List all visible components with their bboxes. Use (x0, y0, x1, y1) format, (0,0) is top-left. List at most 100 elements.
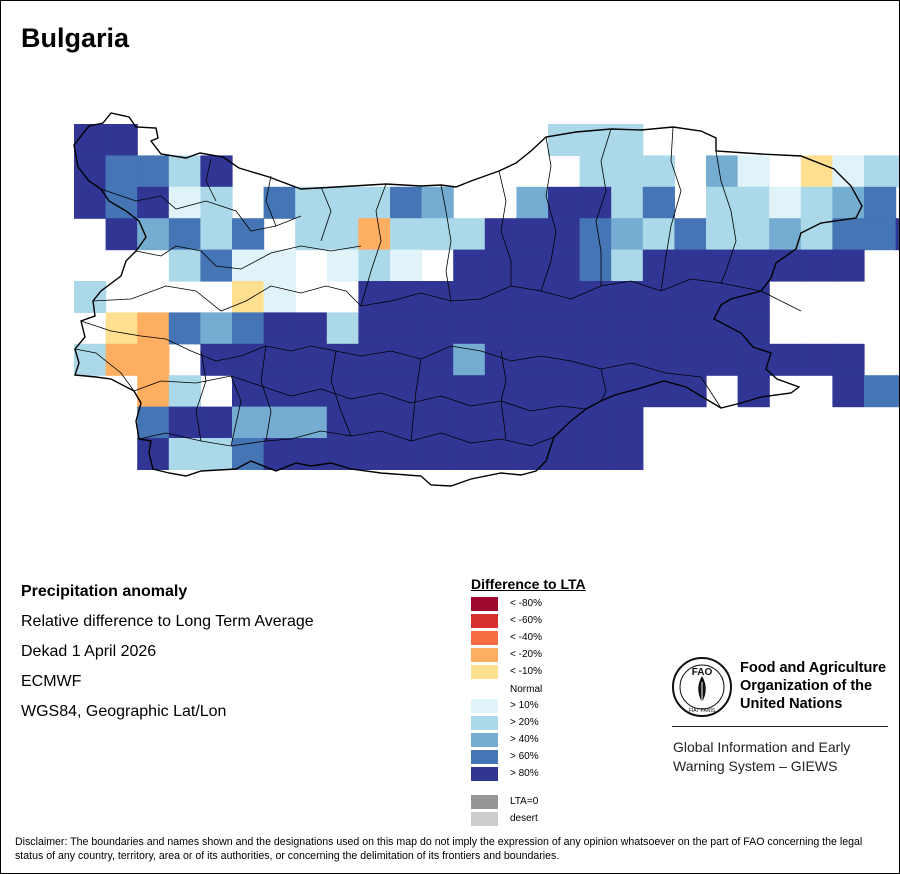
grid-cell (484, 218, 517, 251)
grid-cell (263, 406, 296, 439)
grid-cell (168, 438, 201, 470)
fao-divider (672, 726, 888, 727)
grid-cell (421, 186, 454, 219)
grid-cell (453, 312, 486, 345)
grid-cell (137, 218, 170, 251)
grid-cell (358, 312, 391, 345)
grid-cell (548, 186, 581, 219)
grid-cell (674, 312, 707, 345)
grid-cell (611, 281, 644, 313)
country-border (73, 112, 863, 487)
info-line-projection: WGS84, Geographic Lat/Lon (21, 703, 227, 720)
grid-cell (168, 406, 201, 439)
grid-cell (358, 406, 391, 439)
grid-cell (548, 249, 581, 282)
grid-cell (611, 186, 644, 219)
legend-label: > 60% (510, 751, 539, 762)
grid-cell (484, 438, 517, 470)
grid-cell (200, 218, 233, 251)
grid-cell (737, 343, 770, 376)
legend-label: > 40% (510, 734, 539, 745)
legend-swatch (471, 750, 498, 764)
grid-cell (358, 218, 391, 251)
grid-cell (706, 155, 739, 188)
grid-cell (706, 343, 739, 376)
grid-cell (895, 218, 899, 251)
grid-cell (769, 343, 802, 376)
grid-cell (358, 438, 391, 470)
grid-cell (263, 281, 296, 313)
grid-cell (137, 343, 170, 376)
grid-cell (295, 343, 328, 376)
grid-cell (74, 281, 107, 313)
grid-cell (548, 312, 581, 345)
grid-cell (105, 218, 138, 251)
grid-cell (74, 124, 107, 156)
grid-cell (390, 186, 423, 219)
grid-cell (105, 155, 138, 188)
grid-cell (611, 218, 644, 251)
grid-cell (800, 343, 833, 376)
grid-cell (548, 406, 581, 439)
grid-cell (579, 186, 612, 219)
grid-cell (484, 406, 517, 439)
grid-cell (516, 218, 549, 251)
legend-label: < -10% (510, 666, 542, 677)
grid-cell (800, 218, 833, 251)
grid-cell (611, 155, 644, 188)
grid-cell (326, 218, 359, 251)
grid-cell (200, 406, 233, 439)
fao-name-line: Organization of the (740, 678, 873, 694)
grid-cell (137, 406, 170, 439)
fao-organization-name: Food and Agriculture Organization of the… (740, 659, 886, 713)
grid-cell (390, 312, 423, 345)
grid-cell (579, 343, 612, 376)
grid-cell (74, 155, 107, 188)
grid-cell (642, 186, 675, 219)
legend-title: Difference to LTA (471, 576, 586, 592)
grid-cell (453, 406, 486, 439)
grid-cell (421, 343, 454, 376)
grid-cell (137, 186, 170, 219)
grid-cell (611, 343, 644, 376)
grid-cell (579, 438, 612, 470)
grid-cell (579, 155, 612, 188)
district-borders (74, 126, 802, 447)
grid-cell (200, 438, 233, 470)
grid-cell (358, 343, 391, 376)
legend-label: < -40% (510, 632, 542, 643)
grid-cell (832, 343, 865, 376)
grid-cell (832, 186, 865, 219)
legend-swatch (471, 733, 498, 747)
grid-cell (642, 155, 675, 188)
grid-cell (390, 343, 423, 376)
grid-cell (516, 249, 549, 282)
grid-cell (706, 281, 739, 313)
legend-label: desert (510, 813, 538, 824)
grid-cell (137, 438, 170, 470)
legend-swatch (471, 767, 498, 781)
grid-cell (832, 218, 865, 251)
grid-cell (232, 281, 265, 313)
grid-cell (74, 343, 107, 376)
legend-swatch (471, 665, 498, 679)
grid-cell (390, 218, 423, 251)
grid-cell (548, 124, 581, 156)
fao-logo-acronym: FAO (692, 667, 713, 678)
grid-cell (421, 438, 454, 470)
grid-cell (358, 375, 391, 408)
grid-cell (800, 186, 833, 219)
grid-cell (674, 281, 707, 313)
grid-cell (168, 249, 201, 282)
legend-swatch (471, 648, 498, 662)
grid-cell (642, 343, 675, 376)
grid-cell (516, 281, 549, 313)
grid-cell (579, 281, 612, 313)
grid-cell (611, 249, 644, 282)
legend-label: < -80% (510, 598, 542, 609)
grid-cell (737, 312, 770, 345)
grid-cell (864, 218, 897, 251)
grid-cell (548, 218, 581, 251)
legend-label: < -60% (510, 615, 542, 626)
